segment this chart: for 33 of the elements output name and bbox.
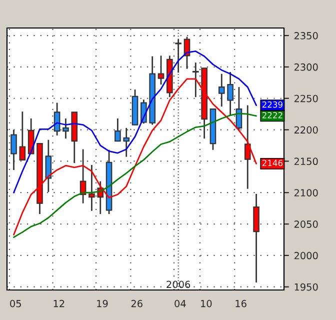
candlestick [218, 73, 225, 108]
candlestick [244, 104, 251, 190]
x-tick-label: 10 [201, 300, 212, 308]
candlestick [175, 38, 182, 74]
candlestick [123, 127, 130, 158]
y-tick-label: 2300 [294, 63, 318, 71]
candlestick [19, 110, 26, 161]
data-label: 2239 [262, 101, 282, 108]
y-tick-label: 2000 [294, 252, 318, 260]
data-label: 2222 [262, 112, 282, 118]
y-tick-label: 2150 [294, 158, 318, 166]
ref-line-label: 2006 [166, 280, 190, 288]
y-tick-label: 1950 [294, 283, 318, 291]
candlestick [88, 164, 95, 212]
candlestick [192, 62, 199, 98]
data-label: 2146 [262, 160, 283, 166]
x-tick-label: 19 [97, 300, 108, 308]
x-tick-label: 04 [174, 300, 186, 308]
x-tick-label: 26 [131, 300, 142, 308]
y-tick-label: 2250 [294, 94, 318, 102]
y-tick-label: 2350 [294, 32, 318, 40]
candlestick [10, 129, 17, 171]
y-tick-label: 2200 [294, 126, 318, 134]
candlestick [158, 54, 164, 86]
x-tick-label: 16 [236, 300, 246, 308]
x-tick-label: 05 [10, 300, 21, 308]
candlestick [114, 118, 121, 142]
candlestick [45, 139, 52, 193]
candlestick [62, 118, 69, 140]
y-tick-label: 2050 [294, 220, 318, 228]
y-tick-label: 2100 [294, 189, 318, 196]
candlestick [227, 71, 234, 116]
x-tick-label: 12 [54, 300, 64, 308]
